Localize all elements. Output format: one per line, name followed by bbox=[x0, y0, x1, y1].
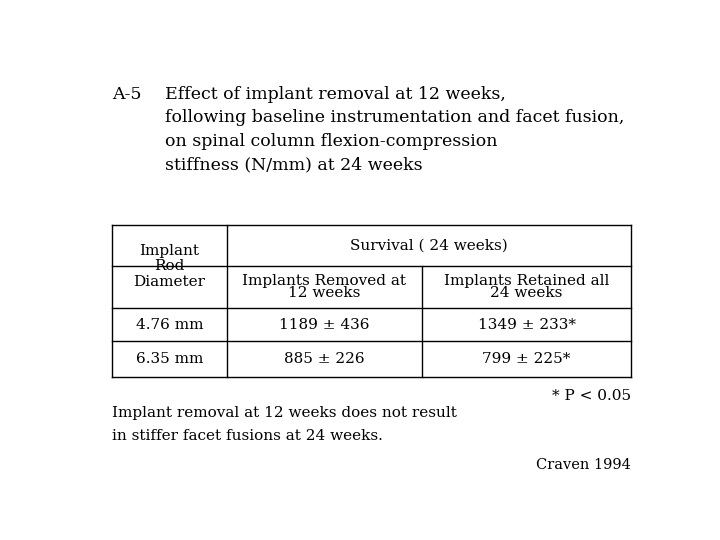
Text: on spinal column flexion-compression: on spinal column flexion-compression bbox=[166, 133, 498, 150]
Text: Implants Retained all: Implants Retained all bbox=[444, 274, 609, 288]
Text: Implant removal at 12 weeks does not result: Implant removal at 12 weeks does not res… bbox=[112, 406, 457, 420]
Text: 1349 ± 233*: 1349 ± 233* bbox=[477, 318, 575, 332]
Text: Survival ( 24 weeks): Survival ( 24 weeks) bbox=[350, 239, 508, 253]
Text: 1189 ± 436: 1189 ± 436 bbox=[279, 318, 369, 332]
Text: A-5: A-5 bbox=[112, 85, 142, 103]
Text: in stiffer facet fusions at 24 weeks.: in stiffer facet fusions at 24 weeks. bbox=[112, 429, 383, 443]
Text: 24 weeks: 24 weeks bbox=[490, 287, 563, 300]
Text: 885 ± 226: 885 ± 226 bbox=[284, 352, 364, 366]
Text: Implant: Implant bbox=[140, 244, 199, 258]
Text: stiffness (N/mm) at 24 weeks: stiffness (N/mm) at 24 weeks bbox=[166, 157, 423, 174]
Text: 799 ± 225*: 799 ± 225* bbox=[482, 352, 571, 366]
Text: * P < 0.05: * P < 0.05 bbox=[552, 389, 631, 403]
Text: 4.76 mm: 4.76 mm bbox=[136, 318, 203, 332]
Text: Rod: Rod bbox=[154, 259, 185, 273]
Text: 12 weeks: 12 weeks bbox=[288, 287, 361, 300]
Text: Diameter: Diameter bbox=[133, 275, 205, 289]
Text: Craven 1994: Craven 1994 bbox=[536, 458, 631, 472]
Text: Effect of implant removal at 12 weeks,: Effect of implant removal at 12 weeks, bbox=[166, 85, 506, 103]
Text: following baseline instrumentation and facet fusion,: following baseline instrumentation and f… bbox=[166, 109, 625, 126]
Text: 6.35 mm: 6.35 mm bbox=[136, 352, 203, 366]
Text: Implants Removed at: Implants Removed at bbox=[243, 274, 406, 288]
